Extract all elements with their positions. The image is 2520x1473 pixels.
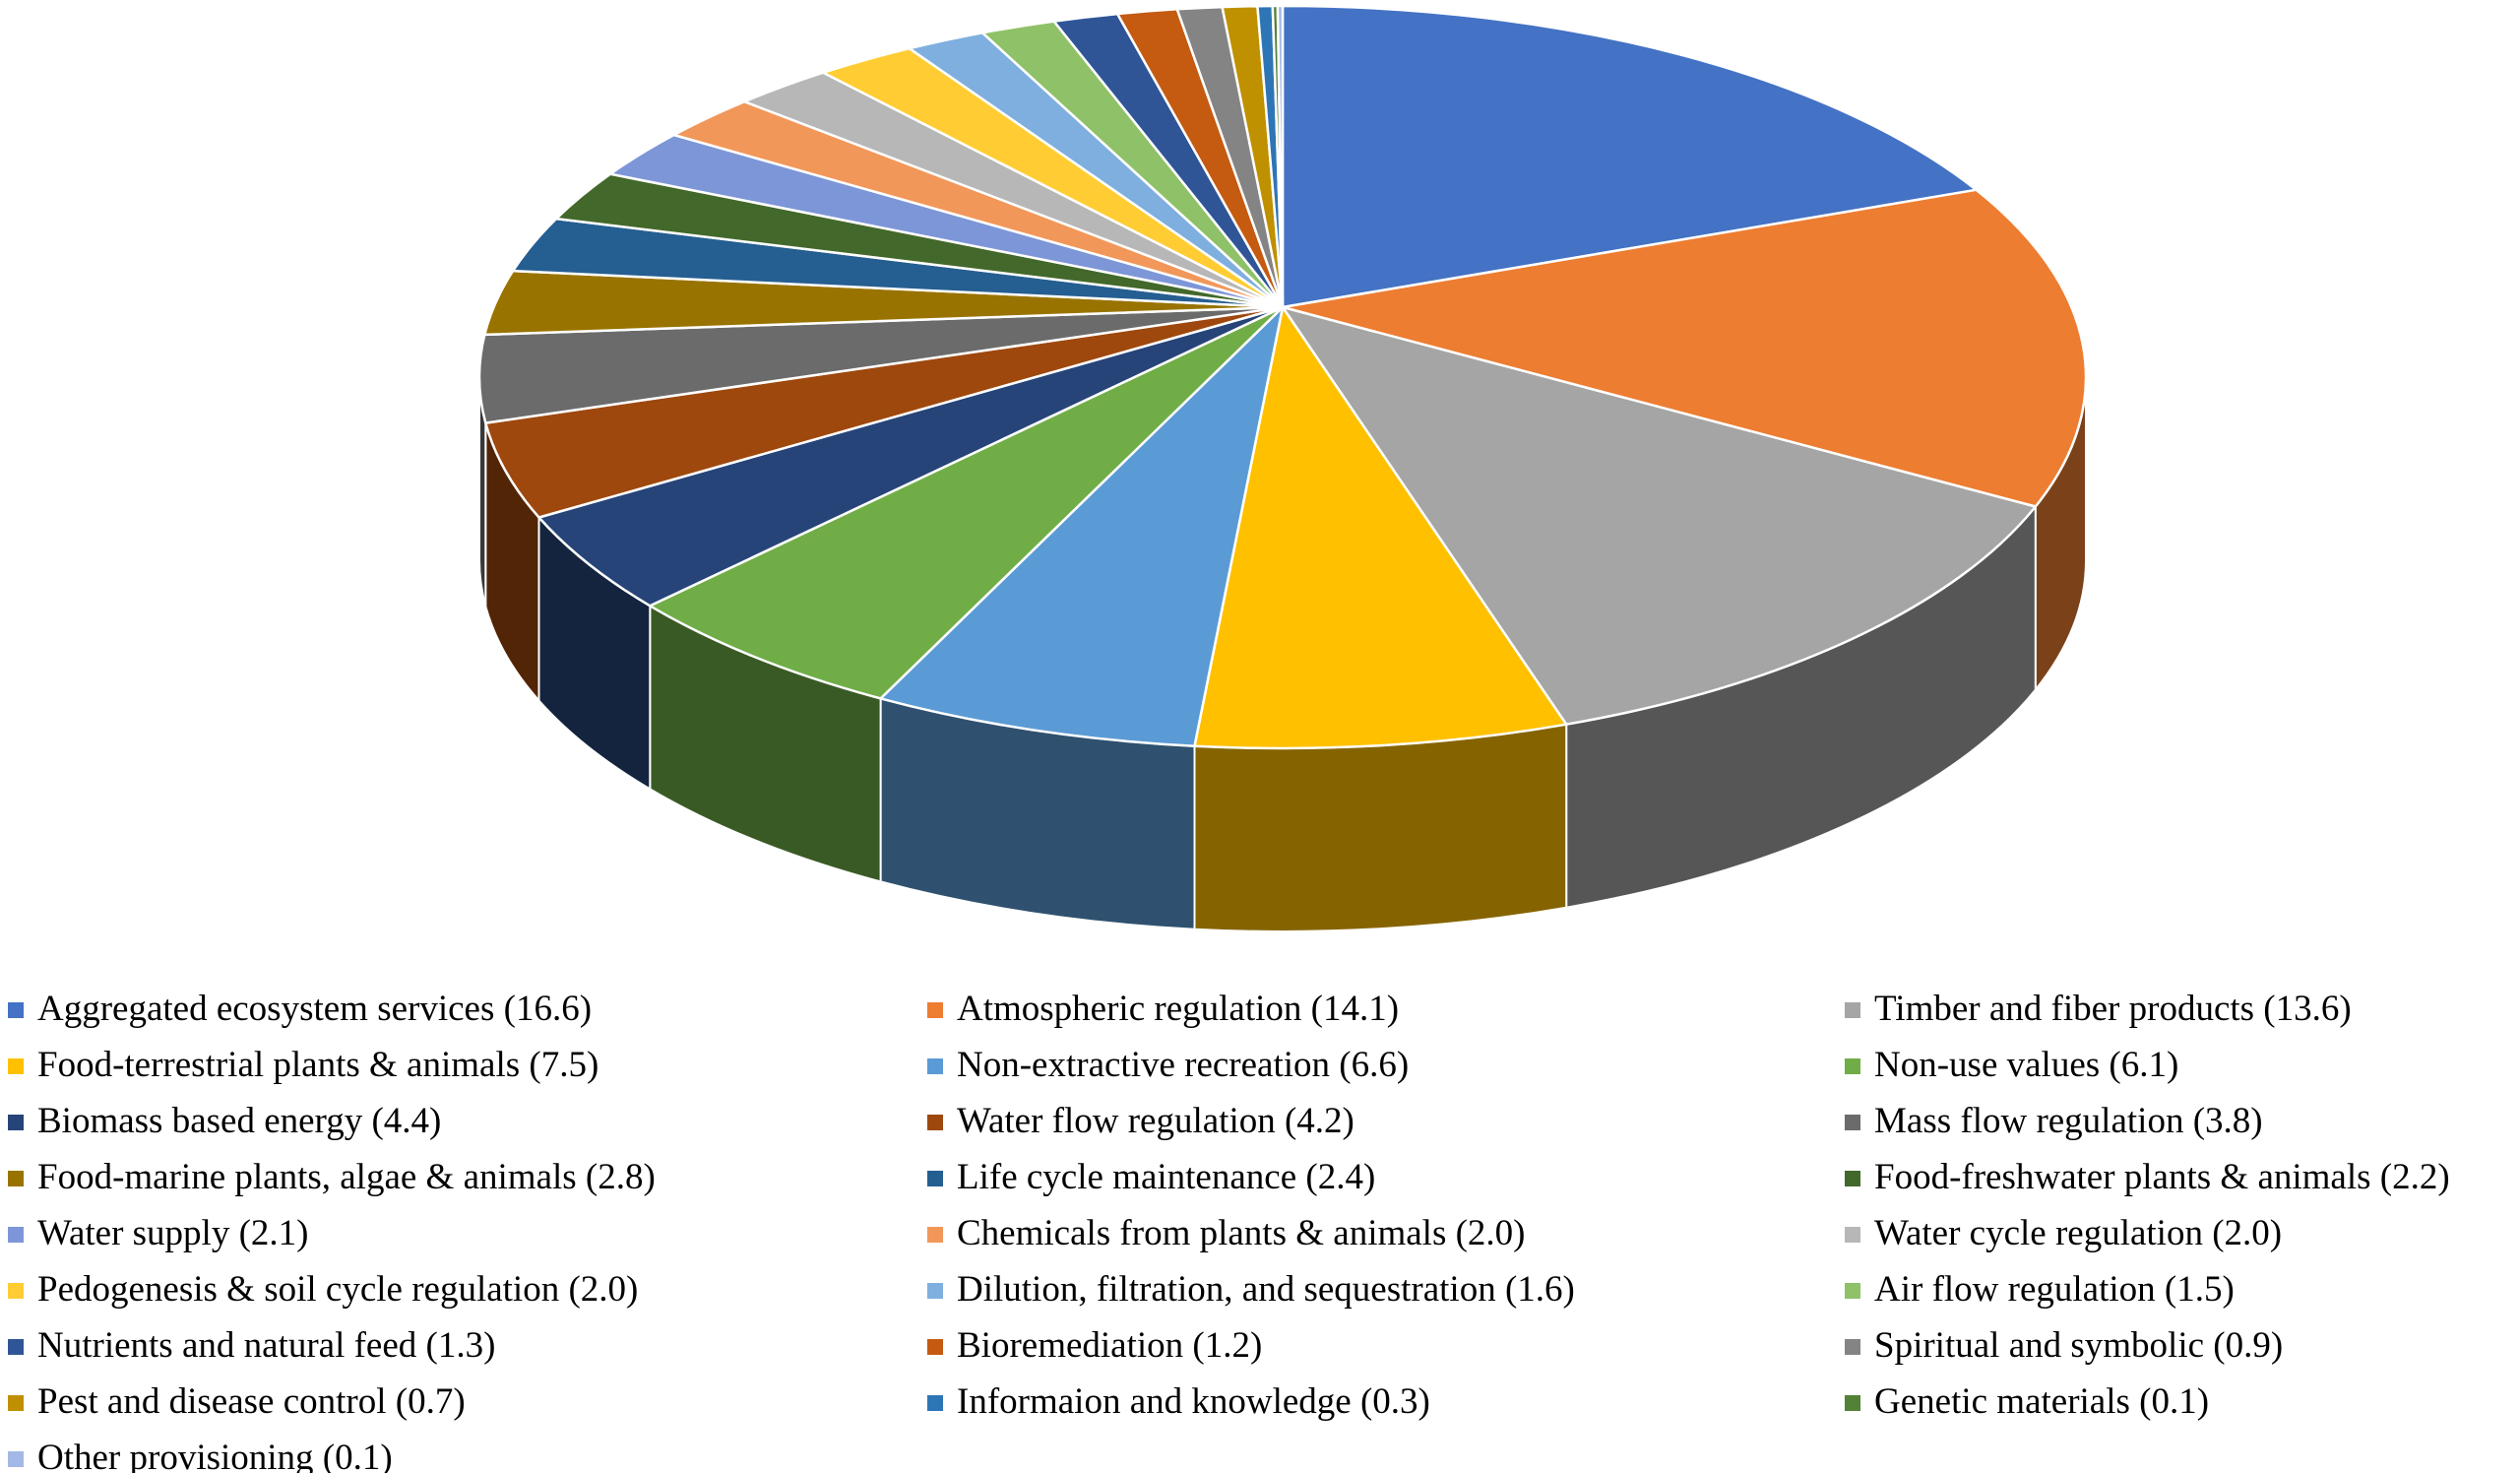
legend-marker-swatch (927, 1114, 943, 1130)
legend-marker-swatch (8, 1282, 24, 1299)
pie-slice-wall (1193, 723, 1568, 932)
legend-label: Atmospheric regulation (14.1) (957, 989, 1400, 1030)
legend-label: Water flow regulation (4.2) (957, 1101, 1354, 1142)
legend-label: Spiritual and symbolic (0.9) (1874, 1325, 2284, 1367)
pie-slice-6 (537, 305, 1285, 608)
legend-label: Mass flow regulation (3.8) (1874, 1101, 2263, 1142)
legend-item: Aggregated ecosystem services (16.6) (8, 982, 927, 1038)
legend-marker-swatch (8, 1001, 24, 1018)
legend-item: Spiritual and symbolic (0.9) (1845, 1318, 2512, 1375)
legend-marker-swatch (927, 1226, 943, 1243)
legend: Aggregated ecosystem services (16.6) Atmo… (8, 982, 2512, 1473)
legend-item: Air flow regulation (1.5) (1845, 1262, 2512, 1318)
legend-item: Dilution, filtration, and sequestration … (927, 1262, 1845, 1318)
legend-item: Food-marine plants, algae & animals (2.8… (8, 1150, 927, 1206)
legend-label: Life cycle maintenance (2.4) (957, 1157, 1376, 1198)
pie-slice-2 (1281, 305, 2038, 726)
legend-label: Bioremediation (1.2) (957, 1325, 1263, 1367)
pie-slice-1 (1281, 188, 2088, 508)
legend-item: Atmospheric regulation (14.1) (927, 982, 1845, 1038)
legend-label: Genetic materials (0.1) (1874, 1381, 2210, 1423)
legend-label: Pest and disease control (0.7) (37, 1381, 466, 1423)
legend-marker-swatch (1845, 1114, 1860, 1130)
legend-marker-swatch (8, 1394, 24, 1411)
pie-chart (477, 4, 2088, 932)
legend-marker-swatch (1845, 1282, 1860, 1299)
legend-item: Non-use values (6.1) (1845, 1038, 2512, 1094)
legend-label: Water supply (2.1) (37, 1213, 309, 1254)
legend-item: Mass flow regulation (3.8) (1845, 1094, 2512, 1150)
pie-slice-3 (1193, 305, 1568, 750)
pie-slice-0 (1281, 4, 1978, 309)
legend-item: Non-extractive recreation (6.6) (927, 1038, 1845, 1094)
legend-label: Water cycle regulation (2.0) (1874, 1213, 2283, 1254)
legend-marker-swatch (1845, 1001, 1860, 1018)
legend-marker-swatch (8, 1170, 24, 1186)
legend-item: Water cycle regulation (2.0) (1845, 1206, 2512, 1262)
legend-label: Other provisioning (0.1) (37, 1438, 393, 1473)
legend-marker-swatch (8, 1450, 24, 1467)
legend-marker-swatch (1845, 1338, 1860, 1355)
pie-top-surface (477, 4, 2088, 750)
pie-slice-7 (484, 305, 1285, 519)
legend-marker-swatch (927, 1338, 943, 1355)
legend-label: Biomass based energy (4.4) (37, 1101, 442, 1142)
legend-marker-swatch (927, 1057, 943, 1074)
legend-item: Bioremediation (1.2) (927, 1318, 1845, 1375)
legend-label: Informaion and knowledge (0.3) (957, 1381, 1430, 1423)
pie-slice-8 (477, 305, 1285, 424)
legend-marker-swatch (8, 1057, 24, 1074)
legend-marker-swatch (1845, 1394, 1860, 1411)
legend-marker-swatch (8, 1114, 24, 1130)
legend-item: Pedogenesis & soil cycle regulation (2.0… (8, 1262, 927, 1318)
legend-marker-swatch (927, 1170, 943, 1186)
legend-item: Food-terrestrial plants & animals (7.5) (8, 1038, 927, 1094)
legend-marker-swatch (1845, 1226, 1860, 1243)
legend-marker-swatch (1845, 1057, 1860, 1074)
pie-side-walls (478, 376, 2087, 932)
legend-label: Non-use values (6.1) (1874, 1045, 2179, 1086)
legend-label: Dilution, filtration, and sequestration … (957, 1269, 1575, 1311)
pie-slice-4 (879, 305, 1285, 747)
legend-item: Timber and fiber products (13.6) (1845, 982, 2512, 1038)
legend-item: Chemicals from plants & animals (2.0) (927, 1206, 1845, 1262)
legend-label: Food-freshwater plants & animals (2.2) (1874, 1157, 2450, 1198)
legend-item: Water supply (2.1) (8, 1206, 927, 1262)
legend-label: Non-extractive recreation (6.6) (957, 1045, 1410, 1086)
legend-label: Timber and fiber products (13.6) (1874, 989, 2352, 1030)
legend-label: Air flow regulation (1.5) (1874, 1269, 2235, 1311)
legend-marker-swatch (1845, 1170, 1860, 1186)
pie-slice-5 (649, 305, 1285, 700)
legend-marker-swatch (927, 1001, 943, 1018)
legend-marker-swatch (8, 1338, 24, 1355)
legend-label: Nutrients and natural feed (1.3) (37, 1325, 496, 1367)
legend-item: Nutrients and natural feed (1.3) (8, 1318, 927, 1375)
legend-item: Genetic materials (0.1) (1845, 1375, 2512, 1431)
legend-item: Water flow regulation (4.2) (927, 1094, 1845, 1150)
pie-slice-24 (1276, 4, 1285, 309)
legend-item: Food-freshwater plants & animals (2.2) (1845, 1150, 2512, 1206)
legend-marker-swatch (927, 1394, 943, 1411)
legend-item: Other provisioning (0.1) (8, 1431, 927, 1473)
legend-label: Food-marine plants, algae & animals (2.8… (37, 1157, 656, 1198)
legend-marker-swatch (8, 1226, 24, 1243)
legend-item: Informaion and knowledge (0.3) (927, 1375, 1845, 1431)
legend-marker-swatch (927, 1282, 943, 1299)
legend-label: Pedogenesis & soil cycle regulation (2.0… (37, 1269, 639, 1311)
legend-label: Chemicals from plants & animals (2.0) (957, 1213, 1526, 1254)
legend-item: Pest and disease control (0.7) (8, 1375, 927, 1431)
legend-label: Food-terrestrial plants & animals (7.5) (37, 1045, 599, 1086)
legend-label: Aggregated ecosystem services (16.6) (37, 989, 593, 1030)
legend-item: Life cycle maintenance (2.4) (927, 1150, 1845, 1206)
legend-item: Biomass based energy (4.4) (8, 1094, 927, 1150)
